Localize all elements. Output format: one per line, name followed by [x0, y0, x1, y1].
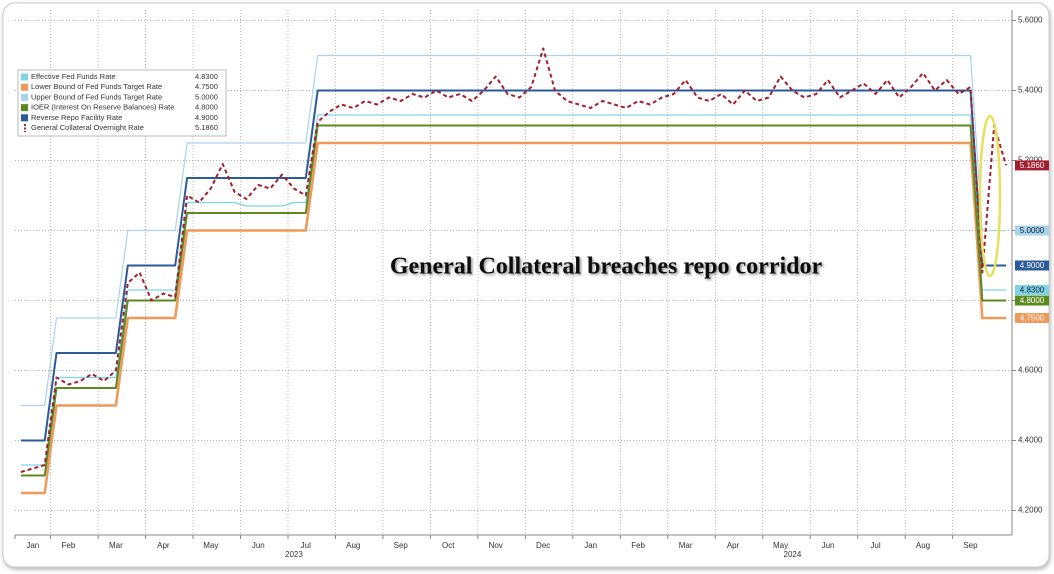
x-tick-label: Jul — [870, 541, 880, 550]
x-tick-label: Sep — [963, 541, 978, 550]
x-tick-label: Apr — [157, 541, 170, 550]
y-tick-label: 4.6000 — [1018, 366, 1043, 375]
series-line — [20, 141, 1007, 495]
legend-box — [17, 69, 227, 137]
value-badge-label: 5.1860 — [1020, 161, 1045, 170]
x-tick-label: Dec — [536, 541, 550, 550]
series-line — [20, 89, 1007, 442]
legend-value: 4.8300 — [195, 72, 218, 81]
value-badge-label: 4.8000 — [1020, 296, 1045, 305]
value-badge — [1015, 313, 1049, 323]
legend-label: IOER (Interest On Reserve Balances) Rate — [31, 103, 174, 112]
series-line — [20, 47, 1008, 473]
x-group-label: 2024 — [784, 550, 802, 559]
value-badge — [1015, 285, 1049, 295]
x-tick-label: May — [203, 541, 218, 550]
value-badge-label: 4.7500 — [1020, 314, 1045, 323]
x-tick-label: Jul — [301, 541, 311, 550]
series-line — [20, 124, 1007, 477]
value-badge-label: 4.8300 — [1020, 286, 1045, 295]
legend-label: Effective Fed Funds Rate — [31, 72, 116, 81]
annotation: General Collateral breaches repo corrido… — [390, 254, 823, 280]
plot-area: 4.2000 4.4000 4.6000 4.8000 5.0000 5.2000 5.40… — [14, 10, 1043, 559]
x-tick-label: Aug — [916, 541, 930, 550]
legend: Effective Fed Funds Rate 4.8300 Lower Boun… — [17, 69, 227, 137]
legend-label: Reverse Repo Facility Rate — [31, 113, 122, 122]
x-tick-label: May — [773, 541, 788, 550]
legend-value: 5.0000 — [195, 92, 218, 101]
x-tick-label: Apr — [727, 541, 740, 550]
x-tick-label: Oct — [442, 541, 455, 550]
x-group-label: 2023 — [285, 550, 303, 559]
value-badge — [1015, 295, 1049, 306]
legend-swatch — [21, 114, 28, 122]
x-tick-label: Mar — [109, 541, 123, 550]
legend-swatch — [21, 93, 28, 101]
value-badge — [1015, 260, 1049, 271]
y-tick-label: 4.2000 — [1018, 506, 1043, 515]
legend-label: General Collateral Overnight Rate — [31, 123, 144, 132]
legend-swatch — [21, 83, 28, 91]
x-tick-label: Nov — [489, 541, 503, 550]
legend-swatch — [21, 104, 28, 112]
value-badge-label: 5.0000 — [1020, 226, 1045, 235]
y-tick-label: 5.2000 — [1018, 156, 1043, 165]
legend-value: 5.1860 — [195, 123, 218, 132]
legend-label: Lower Bound of Fed Funds Target Rate — [31, 82, 162, 91]
x-tick-label: Jun — [822, 541, 835, 550]
series-line — [20, 54, 1007, 407]
x-tick-label: Jan — [584, 541, 597, 550]
x-tick-label: Jun — [252, 541, 265, 550]
x-tick-label: Aug — [346, 541, 360, 550]
legend-value: 4.8000 — [195, 103, 218, 112]
x-tick-label: Sep — [394, 541, 409, 550]
value-badge-label: 4.9000 — [1020, 261, 1045, 270]
x-tick-label: Jan — [26, 541, 39, 550]
highlight-ellipse — [978, 114, 1002, 278]
x-tick-label: Feb — [62, 541, 76, 550]
y-tick-label: 4.4000 — [1018, 436, 1043, 445]
value-badge — [1015, 225, 1049, 236]
value-badge — [1015, 160, 1049, 171]
y-tick-label: 5.6000 — [1018, 16, 1043, 25]
x-tick-label: Mar — [679, 541, 693, 550]
legend-value: 4.7500 — [195, 82, 218, 91]
y-tick-label: 5.4000 — [1018, 86, 1043, 95]
x-tick-label: Feb — [631, 541, 645, 550]
legend-swatch — [21, 73, 28, 81]
legend-value: 4.9000 — [195, 113, 218, 122]
legend-label: Upper Bound of Fed Funds Target Rate — [31, 92, 162, 101]
